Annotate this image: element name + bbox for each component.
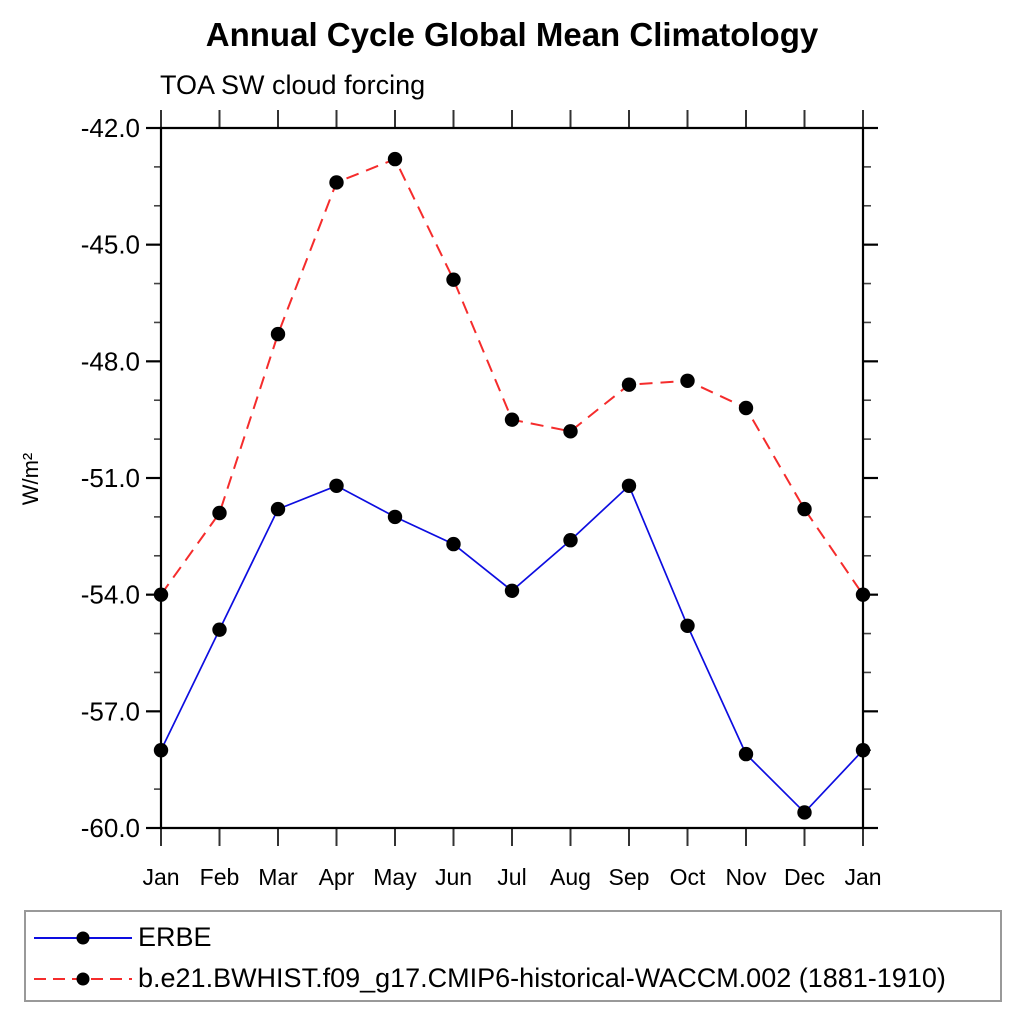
x-axis-month-label: Dec xyxy=(784,864,825,890)
data-point-marker xyxy=(563,533,578,548)
x-axis-month-label: Feb xyxy=(200,864,240,890)
data-point-marker xyxy=(329,478,344,493)
legend-label-waccm: b.e21.BWHIST.f09_g17.CMIP6-historical-WA… xyxy=(138,963,946,993)
data-point-marker xyxy=(329,175,344,190)
data-point-marker xyxy=(855,587,871,602)
y-axis-title: W/m² xyxy=(18,453,43,506)
data-point-marker xyxy=(797,805,812,820)
plot-frame xyxy=(159,126,865,830)
x-axis-month-label: Aug xyxy=(550,864,591,890)
data-point-marker xyxy=(153,587,169,602)
erbe-line-swatch-icon xyxy=(34,931,132,944)
data-point-marker xyxy=(446,272,461,287)
data-point-marker xyxy=(738,746,754,762)
x-axis-month-label: Jan xyxy=(142,864,179,890)
y-axis-tick-label: -60.0 xyxy=(81,813,140,843)
data-point-marker xyxy=(680,618,695,633)
x-axis-month-label: May xyxy=(373,864,417,890)
data-point-marker xyxy=(446,536,461,552)
data-point-marker xyxy=(563,424,578,439)
data-point-marker xyxy=(270,501,286,517)
y-axis-tick-label: -54.0 xyxy=(81,580,140,610)
series-line-0 xyxy=(160,484,864,814)
waccm-dashed-line-swatch-icon xyxy=(34,972,132,985)
x-axis-month-label: Mar xyxy=(258,864,298,890)
data-point-marker xyxy=(387,151,403,167)
data-point-marker xyxy=(855,743,871,758)
chart-title: Annual Cycle Global Mean Climatology xyxy=(205,16,819,53)
y-axis-tick-label: -48.0 xyxy=(81,346,140,376)
y-axis-tick-label: -45.0 xyxy=(81,230,140,260)
y-axis-tick-label: -51.0 xyxy=(81,463,140,493)
data-point-marker xyxy=(621,478,637,493)
data-point-marker xyxy=(153,743,169,758)
legend: ERBE b.e21.BWHIST.f09_g17.CMIP6-historic… xyxy=(24,910,1002,1002)
x-axis-month-label: Sep xyxy=(609,864,650,890)
data-point-marker xyxy=(504,412,520,427)
x-axis-month-label: Jan xyxy=(844,864,881,890)
legend-row-erbe: ERBE xyxy=(26,917,1000,958)
data-point-marker xyxy=(387,509,403,525)
y-axis-tick-label: -57.0 xyxy=(81,696,140,726)
data-point-marker xyxy=(270,326,286,342)
x-axis-month-label: Oct xyxy=(670,864,706,890)
data-point-marker xyxy=(504,583,520,598)
data-point-marker xyxy=(212,505,227,521)
data-point-marker xyxy=(680,373,695,388)
data-point-marker xyxy=(621,377,637,392)
legend-label-erbe: ERBE xyxy=(138,922,212,952)
legend-row-waccm: b.e21.BWHIST.f09_g17.CMIP6-historical-WA… xyxy=(26,958,1000,999)
x-axis-month-label: Jul xyxy=(497,864,526,890)
data-point-marker xyxy=(797,501,812,517)
y-axis-tick-label: -42.0 xyxy=(81,113,140,143)
x-axis-month-label: Nov xyxy=(726,864,767,890)
x-axis-month-label: Apr xyxy=(319,864,355,890)
series-line-1 xyxy=(160,157,864,596)
x-axis-month-label: Jun xyxy=(435,864,472,890)
chart-subtitle: TOA SW cloud forcing xyxy=(160,70,426,100)
data-point-marker xyxy=(738,400,754,416)
data-point-marker xyxy=(212,622,227,637)
